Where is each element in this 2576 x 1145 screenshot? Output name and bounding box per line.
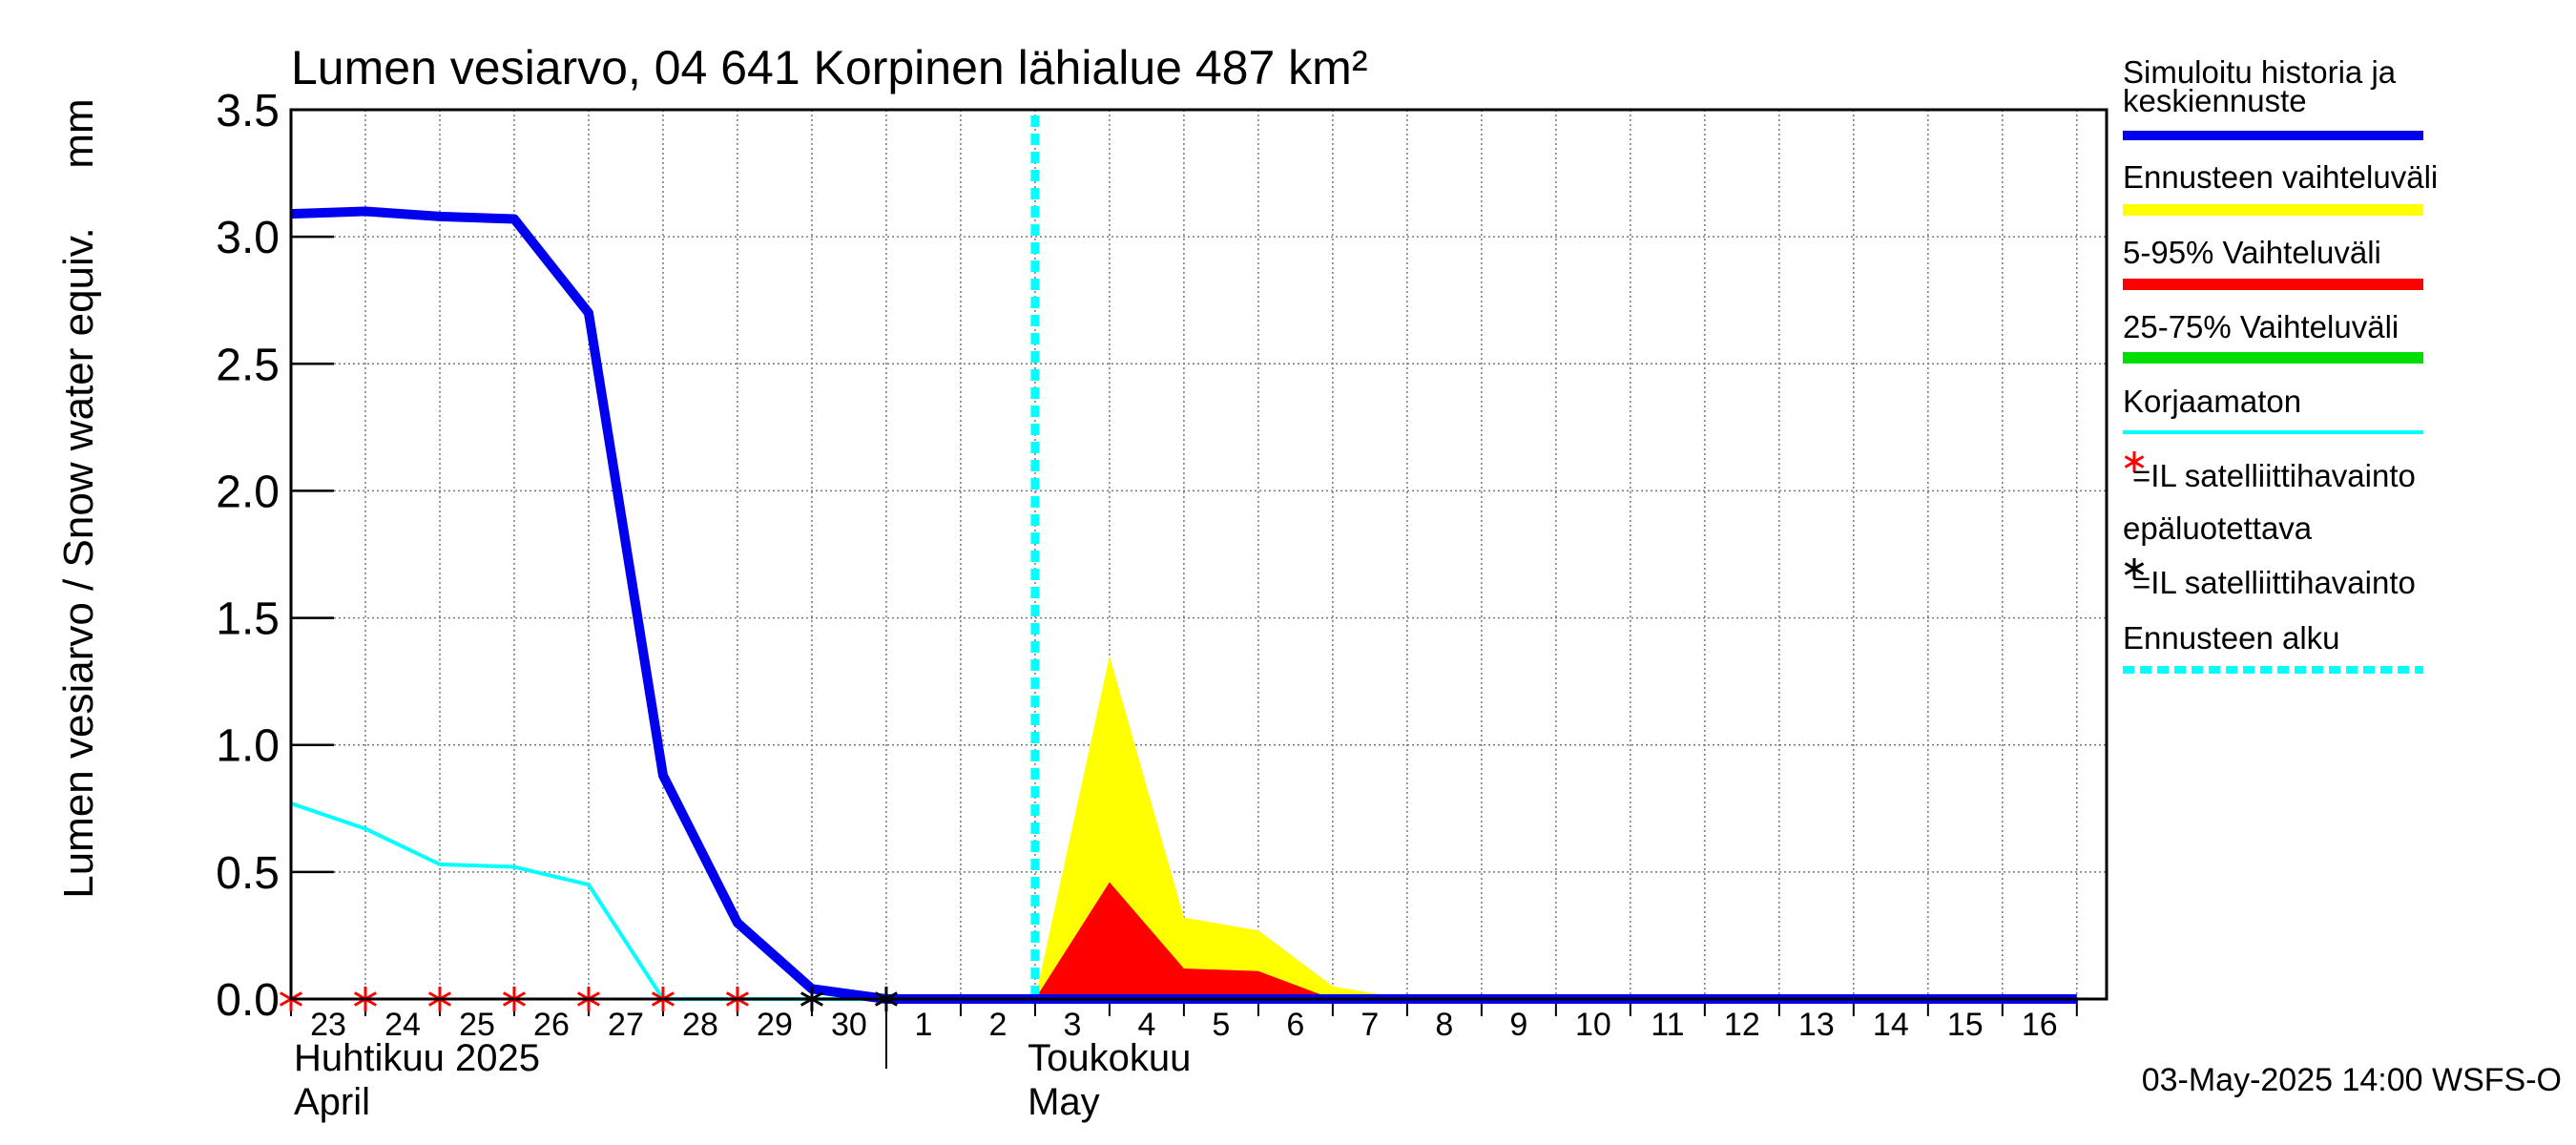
x-tick-label: 6 (1286, 1007, 1304, 1043)
y-tick-label: 1.5 (216, 594, 280, 645)
x-tick-label: 16 (2022, 1007, 2058, 1043)
legend-star-red-icon (2124, 451, 2145, 472)
legend-label: 25-75% Vaihteluväli (2123, 309, 2399, 344)
legend-label: Ennusteen alku (2123, 620, 2340, 656)
y-tick-label: 0.0 (216, 975, 280, 1026)
x-tick-label: 12 (1724, 1007, 1760, 1043)
legend-label: =IL satelliittihavainto (2132, 565, 2416, 600)
legend-label: =IL satelliittihavainto (2132, 458, 2416, 493)
legend-label: epäluotettava (2123, 510, 2313, 546)
month-label-line1: Toukokuu (1028, 1037, 1191, 1079)
x-tick-label: 3 (1063, 1007, 1081, 1043)
x-tick-label: 14 (1873, 1007, 1909, 1043)
plot-area: 0.00.51.01.52.02.53.03.523 24 25 26 27 28 29 30… (216, 86, 2109, 1123)
x-tick-label: 13 (1798, 1007, 1835, 1043)
chart-title: Lumen vesiarvo, 04 641 Korpinen lähialue… (291, 41, 1367, 94)
x-tick-label: 24 (384, 1007, 421, 1043)
x-tick-label: 8 (1435, 1007, 1453, 1043)
legend-label: Simuloitu historia ja (2123, 54, 2397, 90)
x-tick-label: 2 (988, 1007, 1007, 1043)
month-label-line2: May (1028, 1081, 1100, 1123)
legend-label: 5-95% Vaihteluväli (2123, 235, 2381, 270)
x-tick-label: 30 (831, 1007, 867, 1043)
x-tick-label: 27 (608, 1007, 644, 1043)
x-tick-label: 26 (533, 1007, 570, 1043)
plot-background (291, 110, 2107, 999)
footer-timestamp: 03-May-2025 14:00 WSFS-O (2142, 1062, 2562, 1098)
y-tick-label: 0.5 (216, 848, 280, 899)
y-tick-label: 3.5 (216, 86, 280, 136)
y-tick-label: 2.0 (216, 467, 280, 517)
x-tick-label: 11 (1651, 1007, 1684, 1043)
y-axis-unit: mm (55, 98, 102, 168)
y-tick-label: 2.5 (216, 340, 280, 390)
x-tick-label: 28 (682, 1007, 718, 1043)
x-tick-label: 23 (310, 1007, 346, 1043)
legend-label: Korjaamaton (2123, 384, 2301, 419)
y-tick-label: 1.0 (216, 721, 280, 772)
x-tick-label: 5 (1212, 1007, 1230, 1043)
legend-star-red-icon-stroke (2124, 455, 2145, 468)
range-5-95-area (1034, 882, 1333, 999)
x-tick-label: 10 (1575, 1007, 1611, 1043)
x-tick-label: 15 (1947, 1007, 1984, 1043)
x-tick-label: 25 (459, 1007, 495, 1043)
plot-frame (289, 108, 2109, 1001)
legend-label: keskiennuste (2123, 83, 2307, 118)
y-axis-label-group: Lumen vesiarvo / Snow water equiv. mm (55, 98, 102, 898)
x-tick-label: 7 (1361, 1007, 1379, 1043)
x-tick-label: 1 (914, 1007, 932, 1043)
x-tick-label: 29 (757, 1007, 793, 1043)
x-tick-label: 9 (1509, 1007, 1527, 1043)
x-tick-label: 4 (1137, 1007, 1155, 1043)
month-label-line2: April (294, 1081, 370, 1123)
y-axis-label: Lumen vesiarvo / Snow water equiv. (55, 227, 102, 899)
legend-label: Ennusteen vaihteluväli (2123, 159, 2438, 195)
legend-star-black-icon-stroke (2124, 562, 2145, 575)
legend-star-black-icon (2124, 558, 2145, 579)
month-label-line1: Huhtikuu 2025 (294, 1037, 540, 1079)
y-tick-label: 3.0 (216, 213, 280, 263)
